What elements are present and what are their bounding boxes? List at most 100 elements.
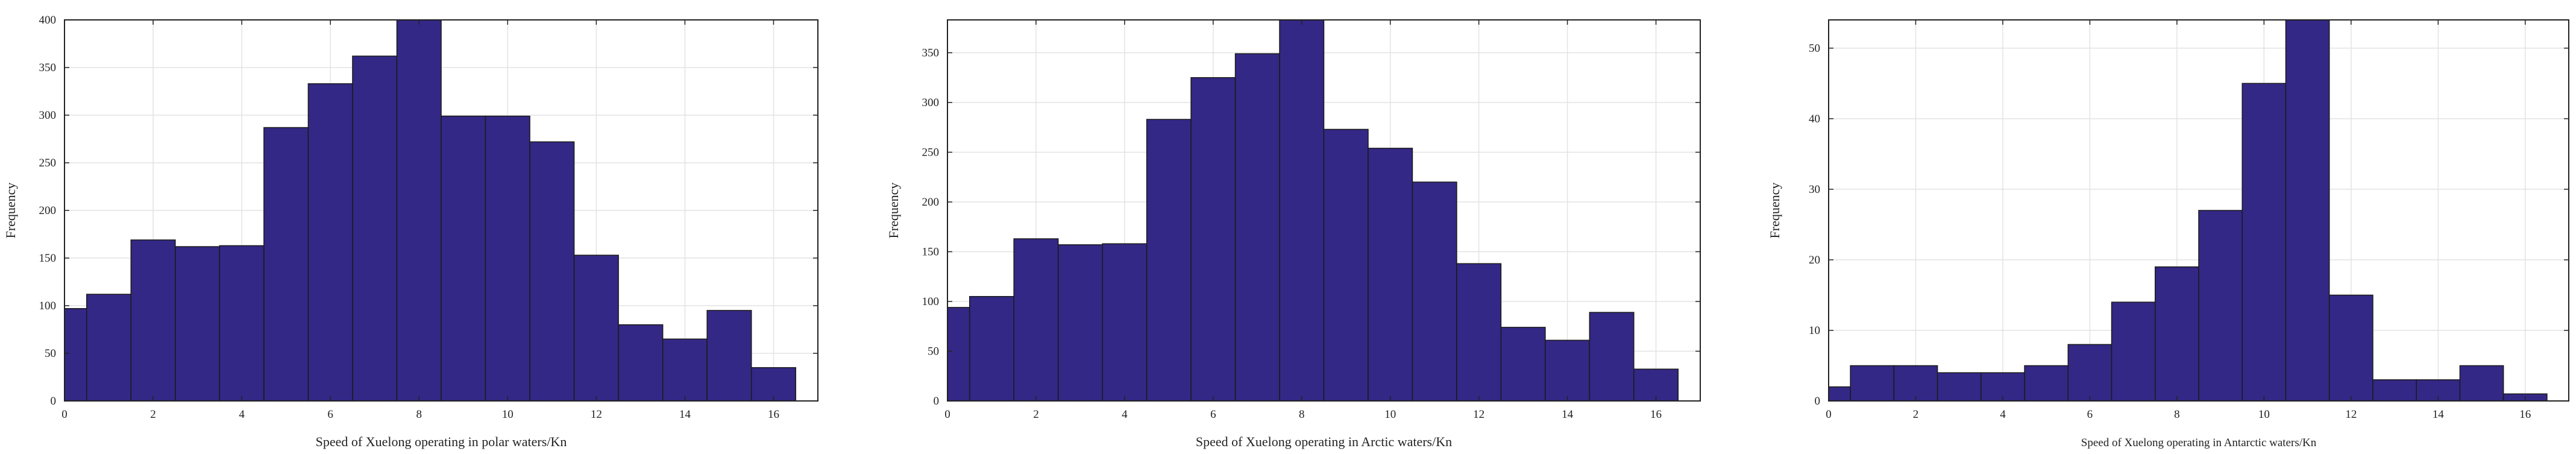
y-tick-label: 300: [922, 96, 940, 109]
histogram-bar: [573, 254, 619, 402]
histogram-bar: [86, 294, 132, 402]
histogram-panel-2: 0 2 4 6 8 10 12 14 16 0 50 100 150 200 250 300 350 Speed …: [886, 19, 1701, 449]
histogram-bar: [969, 295, 1014, 402]
y-axis-title: Frequency: [1767, 183, 1782, 239]
x-tick-label: 12: [1473, 408, 1484, 421]
histogram-bar: [263, 127, 309, 402]
histogram-bar: [1323, 128, 1369, 402]
histogram-bar: [307, 83, 353, 402]
histogram-panel-1: 0 2 4 6 8 10 12 14 16 0 50 100 150 200 250 300 350 400 Spe…: [3, 14, 818, 449]
y-tick-label: 50: [928, 345, 939, 358]
y-tick-label: 150: [39, 252, 57, 265]
histogram-bar: [1500, 327, 1546, 402]
x-tick-label: 0: [944, 408, 950, 421]
y-tick-label: 100: [922, 295, 940, 308]
histogram-bar: [2198, 210, 2243, 402]
histogram-bar: [1850, 365, 1895, 402]
histogram-bar: [706, 310, 752, 402]
y-tick-label: 400: [39, 14, 57, 27]
histogram-bar: [2067, 344, 2113, 402]
y-axis-title: Frequency: [3, 183, 18, 239]
x-axis-title: Speed of Xuelong operating in Arctic wat…: [1196, 434, 1452, 449]
x-tick-label: 6: [2087, 408, 2093, 421]
histogram-bar: [947, 307, 970, 402]
histogram-bar: [2024, 365, 2069, 402]
histogram-bar: [2241, 83, 2287, 402]
x-tick-label: 8: [2174, 408, 2180, 421]
histogram-bar: [1190, 77, 1236, 402]
histogram-bar: [219, 245, 265, 402]
y-tick-label: 250: [39, 157, 57, 169]
plot-frame: [1828, 19, 2569, 402]
histogram-bar: [1545, 339, 1591, 402]
histogram-bar: [2111, 301, 2156, 402]
y-tick-label: 100: [39, 300, 57, 312]
x-tick-label: 2: [150, 408, 156, 421]
x-tick-label: 4: [239, 408, 245, 421]
x-tick-label: 2: [1033, 408, 1039, 421]
x-tick-label: 16: [1650, 408, 1662, 421]
y-tick-label: 0: [1815, 395, 1821, 408]
histogram-bar: [1456, 263, 1502, 402]
histogram-bar: [1234, 53, 1280, 402]
histogram-bar: [352, 55, 398, 402]
x-tick-label: 4: [1122, 408, 1128, 421]
histogram-bar: [2459, 365, 2504, 402]
histogram-bar: [1412, 181, 1457, 402]
histogram-bar: [130, 239, 176, 402]
x-tick-label: 14: [679, 408, 691, 421]
y-tick-label: 150: [922, 245, 940, 258]
x-tick-label: 12: [591, 408, 602, 421]
x-tick-label: 8: [1299, 408, 1305, 421]
y-tick-label: 350: [39, 61, 57, 74]
x-tick-label: 0: [61, 408, 68, 421]
x-tick-label: 8: [416, 408, 422, 421]
y-tick-label: 350: [922, 46, 940, 59]
histogram-bar: [2372, 379, 2417, 402]
y-tick-label: 10: [1809, 324, 1820, 337]
y-tick-label: 250: [922, 146, 940, 159]
y-tick-label: 200: [39, 204, 57, 217]
y-tick-label: 50: [45, 347, 56, 360]
histogram-bar: [64, 307, 87, 402]
histogram-bar: [1937, 372, 1982, 402]
histogram-bar: [1013, 238, 1059, 402]
x-tick-label: 12: [2345, 408, 2357, 421]
x-axis-title: Speed of Xuelong operating in polar wate…: [316, 434, 567, 449]
histogram-bar: [2328, 294, 2373, 402]
histogram-bar: [529, 141, 575, 402]
x-tick-label: 0: [1826, 408, 1832, 421]
x-axis-title: Speed of Xuelong operating in Antarctic …: [2081, 437, 2317, 449]
histogram-bar: [1368, 148, 1413, 402]
histogram-bar: [1828, 386, 1851, 402]
histogram-bar: [1102, 243, 1148, 402]
histogram-bar: [1279, 19, 1325, 402]
histogram-bar: [1146, 119, 1192, 402]
x-tick-label: 16: [2519, 408, 2531, 421]
x-tick-label: 2: [1913, 408, 1919, 421]
y-tick-label: 0: [51, 395, 57, 408]
y-tick-label: 20: [1809, 254, 1820, 266]
x-tick-label: 6: [327, 408, 333, 421]
histogram-bar: [750, 367, 796, 402]
histogram-bar: [1893, 365, 1938, 402]
y-tick-label: 0: [934, 395, 940, 408]
x-tick-label: 10: [2258, 408, 2270, 421]
histogram-bar: [2155, 266, 2199, 402]
x-tick-label: 14: [1562, 408, 1574, 421]
histogram-bar: [618, 324, 664, 402]
x-tick-label: 10: [502, 408, 514, 421]
histogram-bar: [1589, 312, 1635, 402]
plot-frame: [947, 19, 1701, 402]
y-tick-label: 30: [1809, 183, 1820, 196]
histogram-bar: [396, 19, 442, 402]
y-tick-label: 50: [1809, 42, 1820, 55]
histogram-bar: [485, 115, 530, 402]
x-tick-label: 14: [2433, 408, 2445, 421]
histogram-panel-3: 0 2 4 6 8 10 12 14 16 0 10 20 30 40 50 Speed of Xuelong…: [1767, 19, 2569, 449]
x-tick-label: 6: [1210, 408, 1216, 421]
x-tick-label: 10: [1384, 408, 1396, 421]
y-tick-label: 40: [1809, 113, 1820, 125]
histogram-bar: [441, 115, 486, 402]
